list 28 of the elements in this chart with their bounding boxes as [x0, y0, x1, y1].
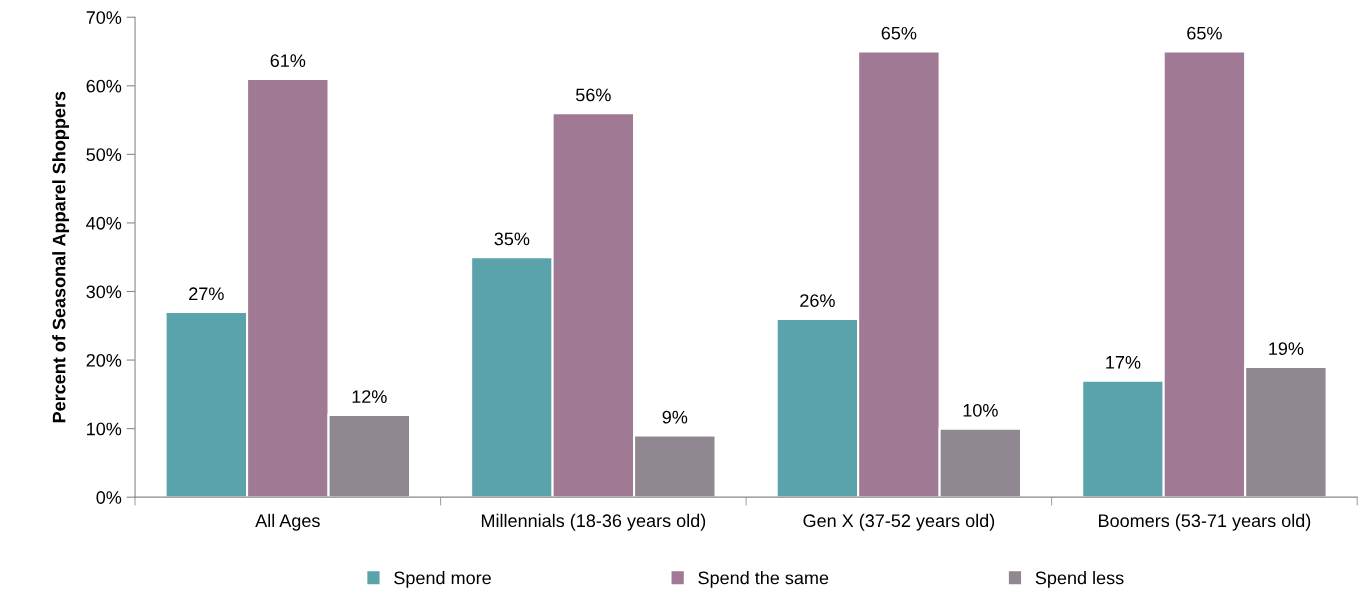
legend-label: Spend less	[1035, 571, 1124, 588]
y-tick-label: 0%	[96, 491, 122, 504]
y-tick-label: 40%	[86, 216, 122, 230]
data-label: 9%	[662, 410, 688, 424]
x-tick-label: Boomers (53-71 years old)	[1099, 513, 1311, 531]
data-label: 17%	[1106, 356, 1141, 369]
legend-label: Spend more	[394, 571, 491, 588]
x-tick-label: Gen X (37-52 years old)	[803, 513, 995, 531]
y-axis-title: Percent of Seasonal Apparel Shoppers	[52, 91, 70, 423]
data-label: 56%	[575, 88, 611, 102]
legend-label: Spend the same	[698, 571, 829, 588]
data-label: 12%	[352, 390, 387, 403]
y-tick-label: 30%	[86, 285, 122, 299]
data-label: 10%	[963, 403, 998, 417]
data-label: 65%	[1187, 26, 1222, 40]
data-label: 27%	[189, 287, 224, 301]
x-tick-label: All Ages	[255, 513, 320, 531]
x-tick-label: Millennials (18-36 years old)	[481, 513, 706, 531]
y-tick-label: 50%	[86, 148, 122, 162]
data-label: 26%	[800, 294, 835, 308]
data-label: 61%	[270, 54, 306, 68]
y-tick-label: 70%	[86, 11, 122, 24]
y-tick-label: 10%	[87, 422, 122, 436]
data-label: 35%	[494, 232, 530, 246]
data-label: 19%	[1269, 342, 1304, 355]
data-label: 65%	[881, 26, 917, 40]
y-tick-label: 60%	[86, 79, 122, 93]
y-tick-label: 20%	[86, 353, 122, 367]
